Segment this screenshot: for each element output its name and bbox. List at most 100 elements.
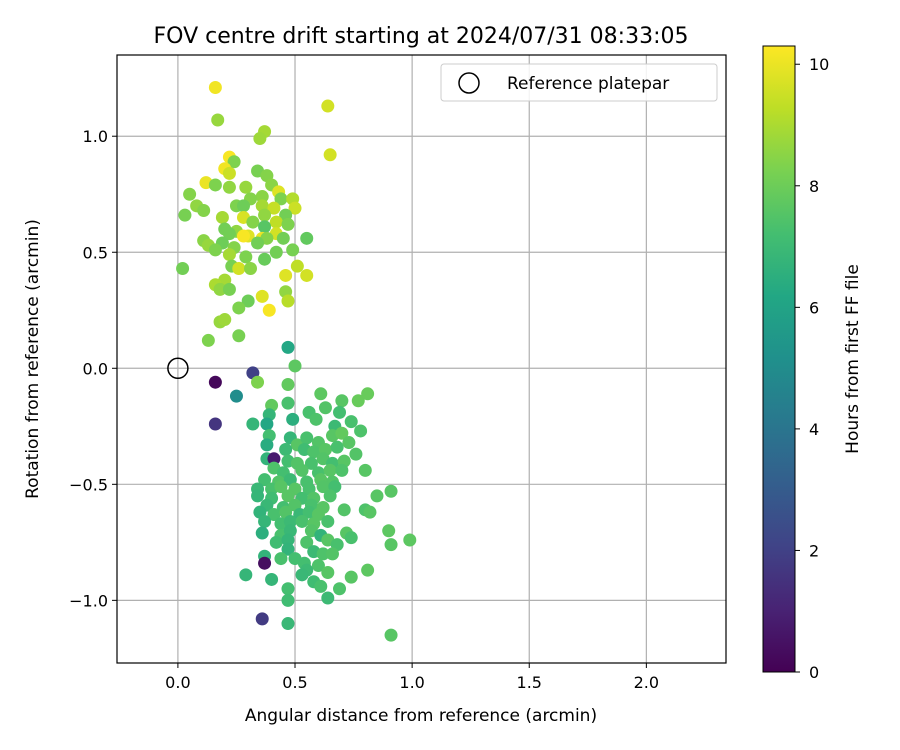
data-point	[321, 591, 335, 605]
data-point	[281, 542, 295, 556]
grid-lines	[117, 55, 726, 663]
data-point	[295, 463, 309, 477]
data-point	[258, 208, 272, 222]
data-point	[361, 387, 375, 401]
data-point	[267, 201, 281, 215]
data-point	[314, 387, 328, 401]
data-point	[239, 568, 253, 582]
data-point	[290, 259, 304, 273]
data-point	[260, 438, 274, 452]
data-point	[304, 456, 318, 470]
legend-entry-reference-platepar: Reference platepar	[507, 74, 669, 94]
colorbar-label: Hours from first FF file	[843, 264, 863, 454]
colorbar	[762, 45, 796, 673]
data-point	[281, 489, 295, 503]
data-point	[241, 294, 255, 308]
data-point	[222, 282, 236, 296]
data-point	[384, 628, 398, 642]
data-point	[288, 201, 302, 215]
data-point	[300, 431, 314, 445]
data-point	[344, 415, 358, 429]
data-point	[333, 405, 347, 419]
data-point	[363, 505, 377, 519]
data-point	[323, 489, 337, 503]
data-point	[208, 417, 222, 431]
data-point	[208, 243, 222, 257]
y-tick-label: −1.0	[69, 591, 108, 610]
data-point	[255, 289, 269, 303]
data-point	[311, 559, 325, 573]
data-point	[251, 375, 265, 389]
colorbar-tick-label: 6	[809, 298, 819, 317]
data-point	[335, 426, 349, 440]
data-point	[176, 261, 190, 275]
data-point	[265, 572, 279, 586]
data-point	[323, 148, 337, 162]
y-axis-label: Rotation from reference (arcmin)	[23, 219, 43, 499]
data-point	[307, 445, 321, 459]
data-point	[251, 489, 265, 503]
data-point	[349, 447, 363, 461]
data-point	[281, 582, 295, 596]
data-point	[344, 570, 358, 584]
data-point	[384, 538, 398, 552]
data-point	[274, 552, 288, 566]
data-point	[286, 412, 300, 426]
data-point	[218, 313, 232, 327]
data-point	[321, 514, 335, 528]
data-point	[330, 440, 344, 454]
y-tick-label: 0.5	[83, 243, 108, 262]
data-point	[403, 533, 417, 547]
data-point	[323, 463, 337, 477]
data-point	[251, 236, 265, 250]
data-point	[232, 301, 246, 315]
data-point	[295, 568, 309, 582]
data-point	[255, 190, 269, 204]
data-point	[335, 463, 349, 477]
data-point	[354, 424, 368, 438]
data-point	[281, 340, 295, 354]
data-point	[316, 480, 330, 494]
data-point	[215, 210, 229, 224]
data-point	[253, 132, 267, 146]
data-point	[246, 215, 260, 229]
data-point	[211, 113, 225, 127]
plot-area	[117, 55, 726, 663]
data-point	[344, 531, 358, 545]
data-point	[281, 533, 295, 547]
data-point	[316, 547, 330, 561]
data-point	[283, 514, 297, 528]
data-point	[197, 203, 211, 217]
data-point	[295, 514, 309, 528]
data-point	[288, 359, 302, 373]
data-point	[274, 480, 288, 494]
data-point	[300, 535, 314, 549]
data-point	[258, 473, 272, 487]
data-point	[358, 463, 372, 477]
y-tick-label: −0.5	[69, 475, 108, 494]
x-tick-label: 1.0	[399, 673, 424, 692]
data-point	[321, 99, 335, 113]
colorbar-tick-label: 10	[809, 55, 829, 74]
x-axis-ticks: 0.0 0.5 1.0 1.5 2.0	[165, 663, 659, 692]
data-point	[321, 565, 335, 579]
data-point	[258, 252, 272, 266]
data-point	[351, 394, 365, 408]
x-axis-label: Angular distance from reference (arcmin)	[245, 706, 597, 726]
data-point	[255, 526, 269, 540]
data-point	[208, 375, 222, 389]
plot-frame	[116, 54, 727, 664]
data-point	[276, 231, 290, 245]
data-point	[232, 329, 246, 343]
reference-marker	[167, 357, 189, 380]
y-tick-label: 1.0	[83, 127, 108, 146]
colorbar-tick-label: 8	[809, 177, 819, 196]
chart-title: FOV centre drift starting at 2024/07/31 …	[154, 24, 689, 49]
data-point	[269, 245, 283, 259]
data-point	[239, 250, 253, 264]
data-points	[176, 80, 417, 642]
data-point	[279, 443, 293, 457]
x-tick-label: 2.0	[634, 673, 659, 692]
x-tick-label: 0.5	[282, 673, 307, 692]
